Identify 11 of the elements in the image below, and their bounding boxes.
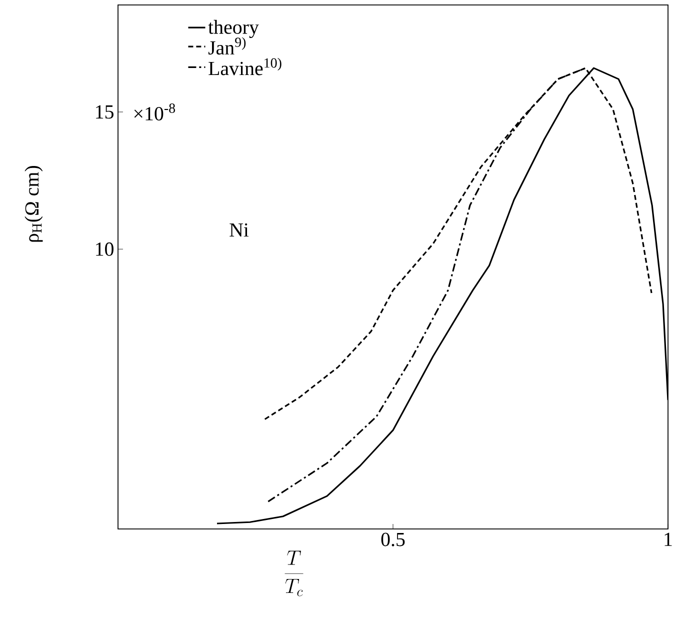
- y-tick-label: 15: [96, 105, 114, 119]
- annotation: Ni: [230, 223, 249, 237]
- legend-label: Lavine$^{10)}$: [208, 58, 282, 76]
- legend-label: Jan$^{9)}$: [208, 37, 246, 55]
- x-tick-label: 0.5: [381, 532, 405, 546]
- legend-label: theory: [208, 20, 259, 38]
- y-axis-title: ρ$_{H}$(Ω cm): [24, 166, 43, 242]
- y-tick-label: 10: [96, 242, 114, 256]
- x-tick-label: 1: [664, 532, 672, 546]
- x-axis-title: $\frac{T}{T_c}$: [284, 550, 304, 596]
- annotation: ×10$^{-8}$: [134, 103, 176, 120]
